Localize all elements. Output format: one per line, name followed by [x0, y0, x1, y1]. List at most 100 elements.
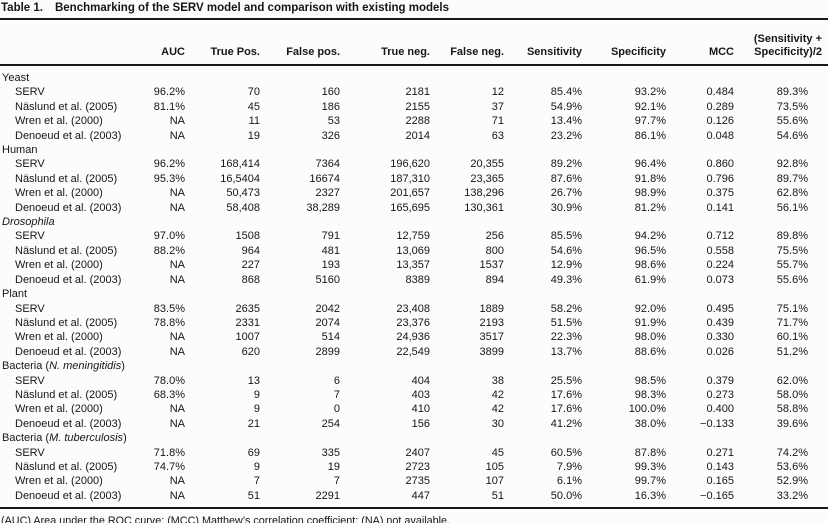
column-header: Sensitivity: [514, 20, 592, 66]
group-row: Plant: [0, 287, 828, 301]
cell-value: 0.400: [706, 403, 734, 416]
data-row: Denoeud et al. (2003) NA 21 254 156 30 41.2% 38…: [0, 417, 828, 431]
cell-value: 26.7%: [550, 187, 582, 200]
group-label: Drosophila: [2, 216, 55, 229]
cell-value: 7: [333, 388, 340, 401]
cell-value: 17.6%: [550, 403, 582, 416]
cell-value: 61.9%: [634, 273, 666, 286]
cell-value: 447: [411, 489, 430, 502]
cell-value: 0.073: [706, 273, 734, 286]
column-header: AUC: [150, 20, 195, 66]
cell-value: 168,414: [220, 158, 260, 171]
group-label: Bacteria (M. tuberculosis): [2, 432, 127, 445]
data-row: SERV 96.2% 168,414 7364 196,620 20,355 89.2% 96…: [0, 157, 828, 171]
data-row: Denoeud et al. (2003) NA 19 326 2014 63 23.2% 8…: [0, 129, 828, 143]
cell-value: 403: [411, 388, 430, 401]
cell-value: 894: [485, 273, 504, 286]
cell-value: 2155: [405, 100, 430, 113]
cell-value: NA: [169, 489, 185, 502]
column-header: MCC: [676, 20, 744, 66]
cell-value: 16,5404: [220, 172, 260, 185]
cell-value: 30: [491, 417, 504, 430]
cell-value: 60.1%: [776, 331, 808, 344]
cell-value: 42: [491, 388, 504, 401]
data-row: Näslund et al. (2005) 74.7% 9 19 2723 105 7.9%…: [0, 460, 828, 474]
cell-value: 1537: [479, 259, 504, 272]
group-label: Human: [2, 144, 38, 157]
cell-value: 86.1%: [634, 129, 666, 142]
table-caption: Benchmarking of the SERV model and compa…: [54, 2, 450, 14]
cell-value: 25.5%: [550, 374, 582, 387]
cell-value: NA: [169, 115, 185, 128]
cell-value: 0.165: [706, 475, 734, 488]
cell-value: 62.8%: [776, 187, 808, 200]
cell-value: 9: [253, 403, 260, 416]
group-row: Bacteria (N. meningitidis): [0, 359, 828, 373]
data-row: Näslund et al. (2005) 95.3% 16,5404 16674 18…: [0, 172, 828, 186]
group-label: Yeast: [2, 72, 30, 84]
cell-value: 0.439: [706, 316, 734, 329]
cell-value: 42: [491, 403, 504, 416]
cell-value: 49.3%: [550, 273, 582, 286]
table-title: Table 1. Benchmarking of the SERV model a…: [0, 0, 828, 18]
cell-value: 410: [411, 403, 430, 416]
cell-value: 130,361: [464, 201, 504, 214]
cell-value: 33.2%: [776, 489, 808, 502]
cell-value: 0.860: [706, 158, 734, 171]
cell-value: 89.3%: [776, 86, 808, 99]
cell-value: 7: [253, 475, 260, 488]
cell-value: 0.379: [706, 374, 734, 387]
cell-value: 96.2%: [153, 158, 185, 171]
cell-value: 37: [491, 100, 504, 113]
cell-value: NA: [169, 345, 185, 358]
data-row: Näslund et al. (2005) 78.8% 2331 2074 23,376…: [0, 316, 828, 330]
cell-value: 13,069: [396, 244, 430, 257]
cell-value: 71.8%: [153, 446, 185, 459]
cell-value: 54.9%: [550, 100, 582, 113]
cell-value: 12: [491, 86, 504, 99]
cell-value: 83.5%: [153, 302, 185, 315]
cell-value: 53.6%: [776, 460, 808, 473]
cell-value: 2331: [235, 316, 260, 329]
cell-value: 23,365: [470, 172, 504, 185]
row-label: Denoeud et al. (2003): [15, 489, 122, 502]
cell-value: NA: [169, 475, 185, 488]
row-label: Wren et al. (2000): [15, 403, 103, 416]
cell-value: 75.1%: [776, 302, 808, 315]
cell-value: 9: [253, 460, 260, 473]
cell-value: 19: [247, 129, 260, 142]
data-row: SERV 96.2% 70 160 2181 12 85.4% 93.2% 0.484 89.3%: [0, 85, 828, 99]
cell-value: 868: [241, 273, 260, 286]
cell-value: 9: [253, 388, 260, 401]
cell-value: 2288: [405, 115, 430, 128]
table-number: Table 1.: [1, 2, 43, 14]
cell-value: 22.3%: [550, 331, 582, 344]
cell-value: 24,936: [396, 331, 430, 344]
data-row: Denoeud et al. (2003) NA 620 2899 22,549 3899…: [0, 345, 828, 359]
cell-value: 56.1%: [776, 201, 808, 214]
cell-value: 17.6%: [550, 388, 582, 401]
cell-value: 87.6%: [550, 172, 582, 185]
group-row: Bacteria (M. tuberculosis): [0, 431, 828, 445]
cell-value: 55.7%: [776, 259, 808, 272]
cell-value: 75.5%: [776, 244, 808, 257]
row-label: Wren et al. (2000): [15, 187, 103, 200]
cell-value: 0.796: [706, 172, 734, 185]
cell-value: 138,296: [464, 187, 504, 200]
cell-value: 98.5%: [634, 374, 666, 387]
cell-value: −0.133: [700, 417, 734, 430]
cell-value: 51.2%: [776, 345, 808, 358]
row-label: SERV: [15, 86, 45, 99]
cell-value: 89.2%: [550, 158, 582, 171]
cell-value: 23,408: [396, 302, 430, 315]
cell-value: 38.0%: [634, 417, 666, 430]
cell-value: 51: [491, 489, 504, 502]
cell-value: 514: [321, 331, 340, 344]
column-header: True neg.: [350, 20, 440, 66]
cell-value: 69: [247, 446, 260, 459]
cell-value: 97.7%: [634, 115, 666, 128]
group-row: Drosophila: [0, 215, 828, 229]
cell-value: 13,357: [396, 259, 430, 272]
cell-value: 70: [247, 86, 260, 99]
